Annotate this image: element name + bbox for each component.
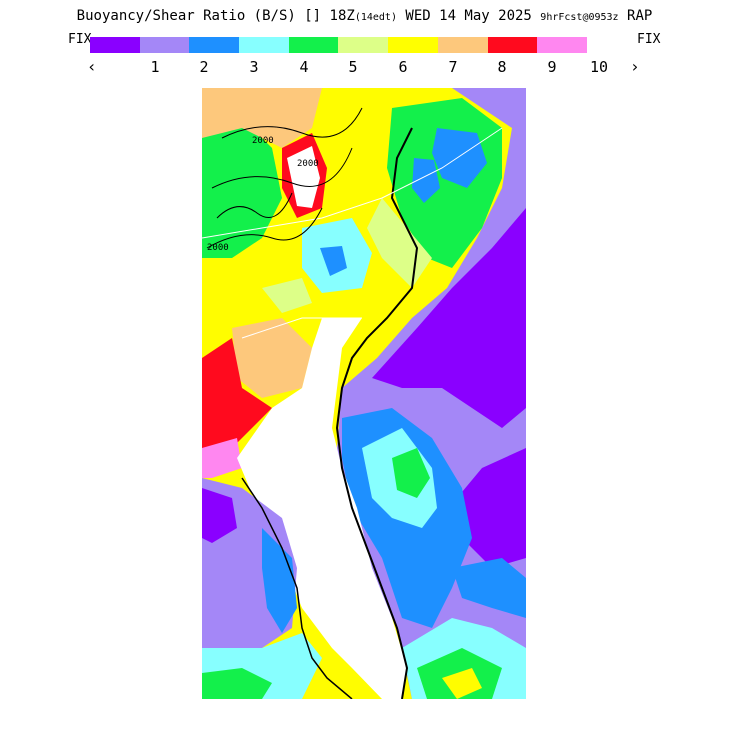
ocean-purple-region: [372, 208, 526, 428]
ne-blue-patch-2: [412, 158, 440, 203]
title-model: RAP: [627, 8, 653, 24]
sw-purple-patch: [202, 488, 237, 543]
legend-swatch-8: [437, 37, 488, 53]
legend-tick-9: 9: [547, 58, 557, 76]
legend-swatch-1: [90, 37, 140, 53]
fix-right-button[interactable]: FIX: [637, 32, 661, 47]
legend-swatch-10: [537, 37, 587, 53]
white-high-region: [237, 318, 407, 699]
map-title: Buoyancy/Shear Ratio (B/S) [] 18Z(14edt)…: [0, 8, 729, 24]
legend-swatch-6: [338, 37, 389, 53]
legend-tick-8: 8: [497, 58, 507, 76]
legend-tick-5: 5: [348, 58, 358, 76]
west-orange-region: [232, 318, 312, 398]
contour-label-2: 2000: [297, 159, 319, 169]
legend-swatch-4: [239, 37, 289, 53]
west-coastline: [241, 477, 353, 699]
contour-label-3: 2000: [207, 243, 229, 253]
nw-orange-region: [202, 88, 322, 148]
se-yellow-patch: [442, 668, 482, 699]
contour-label-1: 2000: [252, 136, 274, 146]
coastline: [335, 127, 419, 699]
legend-tick-1: 1: [150, 58, 160, 76]
legend-swatch-9: [487, 37, 538, 53]
ne-blue-patch: [432, 128, 487, 188]
contour-line-2: [211, 147, 353, 189]
legend-swatch-3: [189, 37, 240, 53]
contour-line-4: [216, 192, 293, 219]
title-edt: (14edt): [354, 12, 397, 23]
central-lightgreen: [262, 278, 312, 313]
next-arrow-button[interactable]: ›: [630, 57, 640, 76]
ocean-purple-south: [457, 448, 526, 568]
ocean-blue-mid: [452, 558, 526, 618]
state-border: [202, 127, 503, 339]
legend-swatch-5: [288, 37, 339, 53]
central-blue-dot: [320, 246, 347, 276]
ocean-green-patch: [392, 448, 430, 498]
legend-swatch-2: [139, 37, 190, 53]
prev-arrow-button[interactable]: ‹: [87, 57, 97, 76]
legend-tick-6: 6: [398, 58, 408, 76]
nw-white-region: [287, 146, 320, 208]
contour-line-1: [221, 107, 363, 139]
fix-left-button[interactable]: FIX: [68, 32, 92, 47]
legend-tick-7: 7: [448, 58, 458, 76]
title-date: WED 14 May 2025: [405, 8, 532, 24]
sw-green-band: [202, 668, 272, 699]
nw-green-region: [202, 118, 282, 258]
color-legend-bar: [90, 37, 587, 53]
map-panel: 2000 2000 2000: [202, 88, 526, 699]
legend-tick-10: 10: [589, 58, 609, 76]
legend-tick-3: 3: [249, 58, 259, 76]
legend-tick-2: 2: [199, 58, 209, 76]
west-pink-band: [202, 438, 242, 478]
title-forecast: 9hrFcst@0953z: [540, 12, 619, 23]
contour-line-3: [206, 207, 323, 249]
legend-tick-4: 4: [299, 58, 309, 76]
west-red-region: [202, 338, 272, 458]
legend-swatch-7: [388, 37, 438, 53]
title-main: Buoyancy/Shear Ratio (B/S) [] 18Z: [76, 8, 355, 24]
sw-blue-band: [262, 528, 297, 633]
